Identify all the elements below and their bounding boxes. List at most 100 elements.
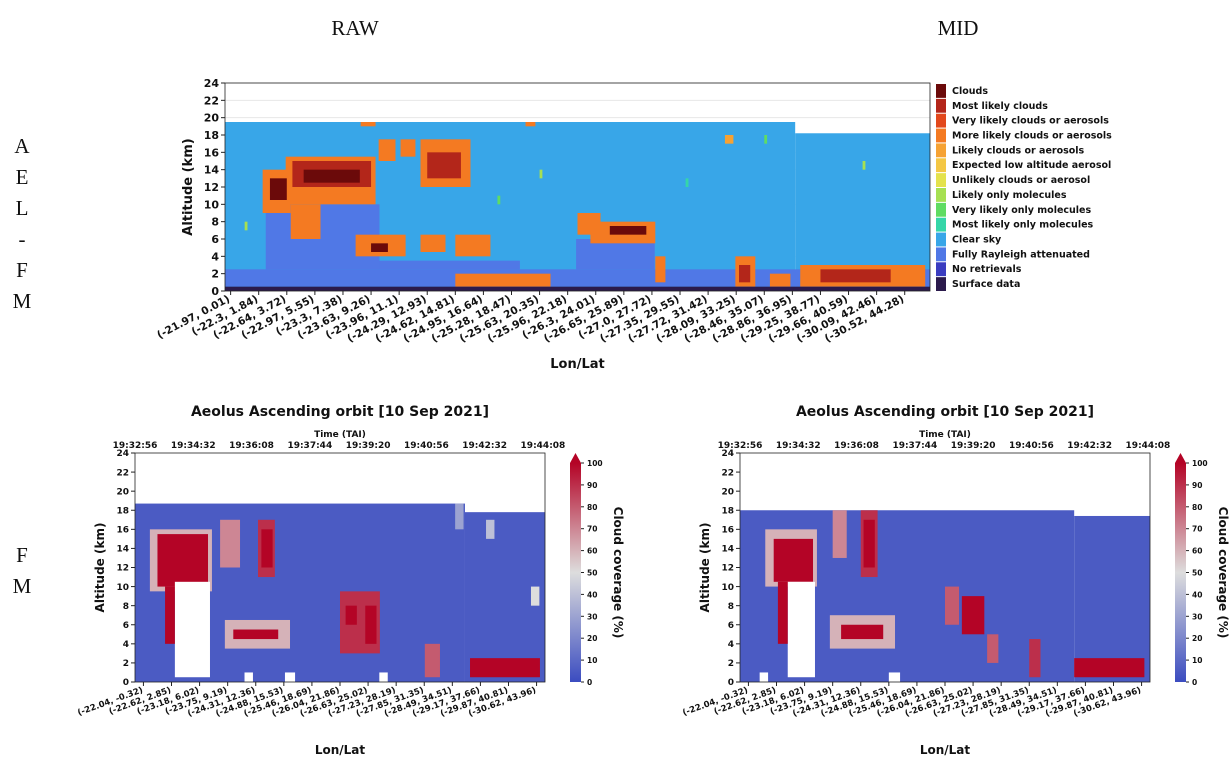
heatmap-cell xyxy=(174,581,210,678)
colorbar-tick-label: 0 xyxy=(1192,678,1197,687)
y-tick-label: 6 xyxy=(728,621,734,631)
colorbar-tick-label: 20 xyxy=(587,634,597,643)
chart-title: Aeolus Ascending orbit [10 Sep 2021] xyxy=(796,404,1094,420)
colorbar-tick-label: 40 xyxy=(1192,590,1202,599)
column-header: RAW xyxy=(331,16,378,40)
heatmap-cell xyxy=(945,586,960,625)
x2-tick-label: 19:42:32 xyxy=(1067,441,1112,451)
x2-tick-label: 19:44:08 xyxy=(521,441,566,451)
y-tick-label: 16 xyxy=(721,526,734,536)
heatmap-cell xyxy=(1074,515,1150,682)
heatmap-cell xyxy=(244,221,248,231)
colorbar-tick-label: 100 xyxy=(1192,459,1208,468)
row-label: AEL-FM xyxy=(10,134,34,320)
x2-axis-label: Time (TAI) xyxy=(919,430,971,440)
colorbar-label: Cloud coverage (%) xyxy=(611,507,625,639)
x-axis-label: Lon/Lat xyxy=(550,357,605,372)
legend-swatch xyxy=(936,217,946,232)
legend-label: Surface data xyxy=(952,279,1020,290)
x2-tick-label: 19:36:08 xyxy=(229,441,274,451)
legend-swatch xyxy=(936,173,946,187)
y-tick-label: 2 xyxy=(728,659,734,669)
y-axis-label: Altitude (km) xyxy=(181,138,196,235)
y-tick-label: 22 xyxy=(116,468,129,478)
heatmap-cell xyxy=(233,629,279,640)
x2-axis-label: Time (TAI) xyxy=(314,430,366,440)
y-tick-label: 4 xyxy=(211,250,219,263)
legend-label: Most likely only molecules xyxy=(952,220,1094,231)
heatmap-cell xyxy=(739,265,751,283)
y-tick-label: 14 xyxy=(721,545,734,555)
legend-swatch xyxy=(936,143,946,158)
heatmap-cell xyxy=(420,234,446,252)
colorbar-tick-label: 20 xyxy=(1192,634,1202,643)
x2-tick-label: 19:44:08 xyxy=(1126,441,1171,451)
heatmap-cell xyxy=(832,510,847,558)
colorbar-tick-label: 100 xyxy=(587,459,603,468)
legend-swatch xyxy=(936,277,946,291)
y-tick-label: 2 xyxy=(211,268,219,281)
heatmap-cell xyxy=(1074,658,1145,678)
column-header: MID xyxy=(938,16,979,40)
heatmap-cell xyxy=(455,273,551,287)
heatmap-cell xyxy=(888,672,901,682)
y-axis-label: Altitude (km) xyxy=(698,523,712,613)
legend-swatch xyxy=(936,202,946,217)
x2-tick-label: 19:37:44 xyxy=(287,441,332,451)
y-tick-label: 18 xyxy=(204,129,219,142)
y-tick-label: 20 xyxy=(721,487,734,497)
y-tick-label: 8 xyxy=(728,602,734,612)
x2-tick-label: 19:36:08 xyxy=(834,441,879,451)
x2-tick-label: 19:34:32 xyxy=(171,441,216,451)
y-tick-label: 14 xyxy=(116,545,129,555)
x-axis-label: Lon/Lat xyxy=(315,743,366,757)
colorbar-tick-label: 70 xyxy=(587,525,597,534)
x2-tick-label: 19:32:56 xyxy=(718,441,763,451)
legend-swatch xyxy=(936,128,946,143)
y-axis-label: Altitude (km) xyxy=(93,523,107,613)
heatmap-cell xyxy=(455,234,491,257)
heatmap-cell xyxy=(284,672,296,682)
heatmap-cell xyxy=(486,519,495,539)
colorbar-tick-label: 0 xyxy=(587,678,592,687)
y-tick-label: 10 xyxy=(116,583,129,593)
heatmap-cell xyxy=(764,135,768,144)
heatmap-cell xyxy=(862,161,866,170)
y-tick-label: 24 xyxy=(204,77,220,90)
heatmap-cell xyxy=(539,169,543,179)
colorbar-tick-label: 10 xyxy=(587,656,597,665)
y-tick-label: 4 xyxy=(728,640,734,650)
y-tick-label: 10 xyxy=(204,198,220,211)
legend-label: Very likely clouds or aerosols xyxy=(952,116,1109,127)
legend-swatch xyxy=(936,232,946,247)
heatmap-cell xyxy=(261,529,273,568)
legend-label: Unlikely clouds or aerosol xyxy=(952,175,1090,186)
y-tick-label: 10 xyxy=(721,583,734,593)
heatmap-cell xyxy=(863,519,875,568)
y-tick-label: 24 xyxy=(116,449,129,459)
colorbar-tick-label: 80 xyxy=(587,503,597,512)
legend-label: Likely only molecules xyxy=(952,190,1067,201)
x2-tick-label: 19:32:56 xyxy=(113,441,158,451)
x2-tick-label: 19:39:20 xyxy=(951,441,996,451)
heatmap-cell xyxy=(379,672,388,682)
heatmap-cell xyxy=(655,256,666,283)
legend-label: Likely clouds or aerosols xyxy=(952,145,1085,156)
heatmap-cell xyxy=(961,596,985,635)
legend-swatch xyxy=(936,158,946,173)
heatmap-cell xyxy=(400,139,416,157)
colorbar-tick-label: 40 xyxy=(587,590,597,599)
legend-label: Expected low altitude aerosol xyxy=(952,160,1111,171)
heatmap-cell xyxy=(165,586,175,644)
heatmap-cell xyxy=(841,624,884,640)
heatmap-cell xyxy=(497,195,501,205)
heatmap-cell xyxy=(455,503,464,530)
legend-swatch xyxy=(936,188,946,202)
colorbar xyxy=(1175,463,1186,682)
heatmap-cell xyxy=(220,519,241,568)
legend-swatch xyxy=(936,84,946,98)
heatmap-cell xyxy=(470,658,540,678)
heatmap-cell xyxy=(378,139,396,161)
y-tick-label: 8 xyxy=(123,602,129,612)
